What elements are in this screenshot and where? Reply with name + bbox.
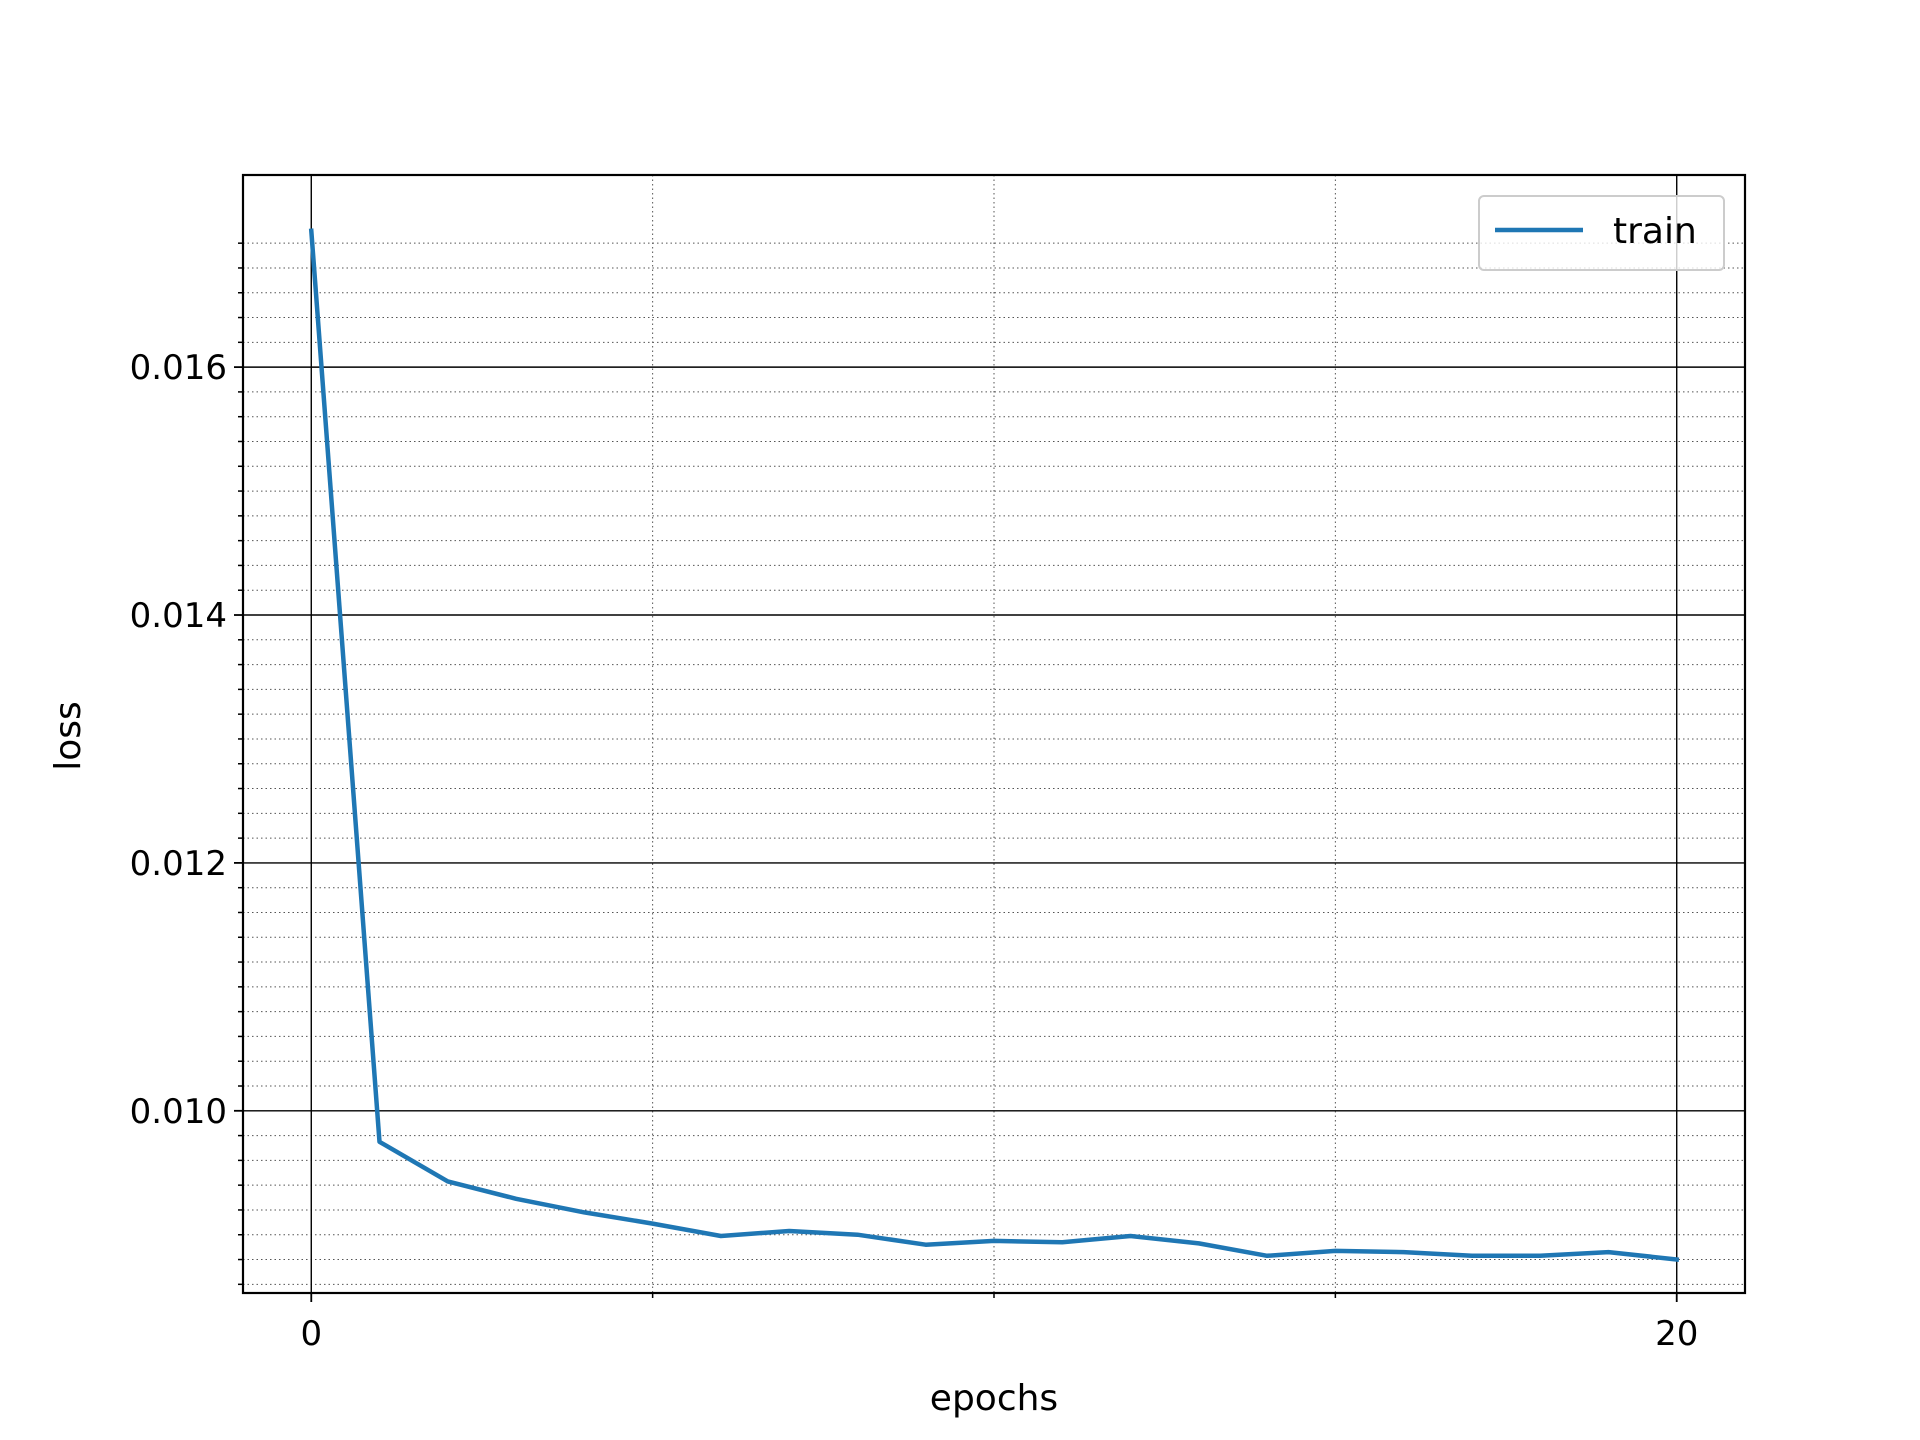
x-tick-label: 0 (300, 1314, 322, 1354)
y-axis-label: loss (48, 701, 89, 771)
y-tick-label: 0.014 (130, 596, 227, 636)
legend-label-train: train (1613, 211, 1697, 252)
tick-labels: 0.010 0.012 0.014 0.016 0 20 (130, 348, 1699, 1354)
legend-frame (1478, 195, 1725, 271)
major-grid (243, 175, 1745, 1293)
y-tick-label: 0.012 (130, 844, 227, 884)
series-line-train (308, 228, 1680, 1262)
y-tick-label: 0.016 (130, 348, 227, 388)
x-axis-label: epochs (930, 1378, 1058, 1419)
legend: train (1478, 195, 1725, 271)
minor-grid (243, 175, 1745, 1293)
x-tick-label: 20 (1655, 1314, 1698, 1354)
series-layer (308, 228, 1680, 1262)
y-tick-label: 0.010 (130, 1092, 227, 1132)
plot-frame (241, 173, 1747, 1295)
